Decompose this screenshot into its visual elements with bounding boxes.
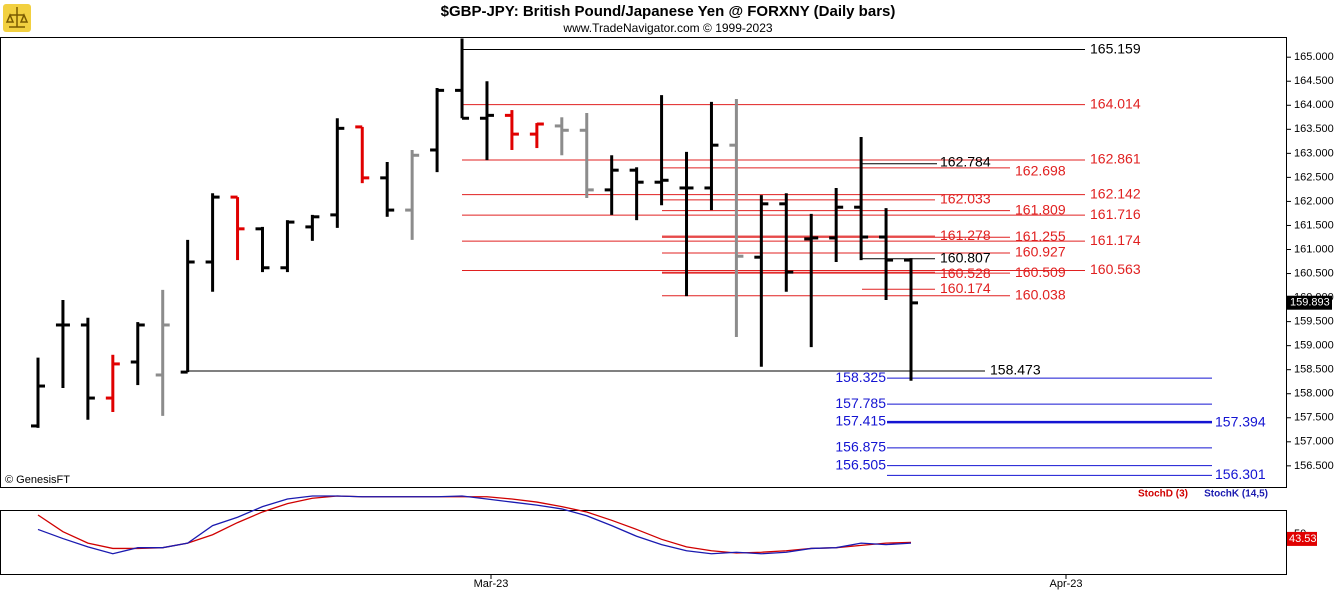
y-tick-label: 165.000 — [1294, 51, 1334, 63]
level-label: 160.927 — [1015, 244, 1066, 260]
level-label: 161.255 — [1015, 228, 1066, 244]
y-tick-label: 159.500 — [1294, 316, 1334, 328]
level-label: 160.807 — [940, 249, 991, 265]
stoch-line — [37, 495, 912, 554]
y-tick-label: 161.500 — [1294, 219, 1334, 231]
level-label: 157.394 — [1215, 414, 1266, 430]
stoch-last: 43.53 — [1289, 533, 1317, 545]
y-tick-label: 164.500 — [1294, 75, 1334, 87]
level-label: 161.278 — [940, 227, 991, 243]
y-tick-label: 158.000 — [1294, 388, 1334, 400]
level-label: 162.142 — [1090, 185, 1141, 201]
level-label: 161.809 — [1015, 201, 1066, 217]
chart-title: $GBP-JPY: British Pound/Japanese Yen @ F… — [441, 3, 896, 20]
level-label: 165.159 — [1090, 40, 1141, 56]
credit: © GenesisFT — [5, 474, 70, 486]
level-label: 158.325 — [835, 369, 886, 385]
level-label: 156.505 — [835, 456, 886, 472]
x-tick-label: Mar-23 — [474, 578, 509, 590]
level-label: 157.785 — [835, 395, 886, 411]
y-tick-label: 160.500 — [1294, 267, 1334, 279]
level-label: 162.861 — [1090, 151, 1141, 167]
level-label: 162.033 — [940, 191, 991, 207]
level-label: 160.038 — [1015, 286, 1066, 302]
legend-entry: StochK (14,5) — [1204, 489, 1268, 500]
y-tick-label: 158.500 — [1294, 364, 1334, 376]
last-price: 159.893 — [1290, 297, 1330, 309]
level-label: 156.301 — [1215, 466, 1266, 482]
stoch-last-box — [1287, 531, 1317, 546]
legend-entry: StochD (3) — [1138, 489, 1188, 500]
last-price-box — [1287, 295, 1332, 310]
level-label: 161.716 — [1090, 206, 1141, 222]
level-label: 160.563 — [1090, 261, 1141, 277]
subtitle: www.TradeNavigator.com © 1999-2023 — [562, 21, 772, 35]
y-tick-label: 157.000 — [1294, 436, 1334, 448]
level-label: 162.698 — [1015, 163, 1066, 179]
x-tick-label: Apr-23 — [1049, 578, 1082, 590]
level-label: 162.784 — [940, 153, 991, 169]
level-label: 164.014 — [1090, 95, 1141, 111]
y-tick-label: 157.500 — [1294, 412, 1334, 424]
y-tick-label: 156.500 — [1294, 460, 1334, 472]
y-tick-label: 163.500 — [1294, 123, 1334, 135]
logo — [3, 4, 31, 32]
stoch-panel — [0, 510, 1287, 575]
level-label: 156.875 — [835, 439, 886, 455]
level-label: 160.174 — [940, 280, 991, 296]
y-tick-label: 163.000 — [1294, 147, 1334, 159]
level-label: 158.473 — [990, 362, 1041, 378]
stoch-line — [37, 495, 912, 555]
level-label: 161.174 — [1090, 232, 1141, 248]
y-tick-label: 164.000 — [1294, 99, 1334, 111]
y-tick-label: 162.500 — [1294, 171, 1334, 183]
y-tick-label: 159.000 — [1294, 340, 1334, 352]
level-label: 160.509 — [1015, 264, 1066, 280]
level-label: 157.415 — [835, 413, 886, 429]
y-tick-label: 162.000 — [1294, 195, 1334, 207]
y-tick-label: 161.000 — [1294, 243, 1334, 255]
